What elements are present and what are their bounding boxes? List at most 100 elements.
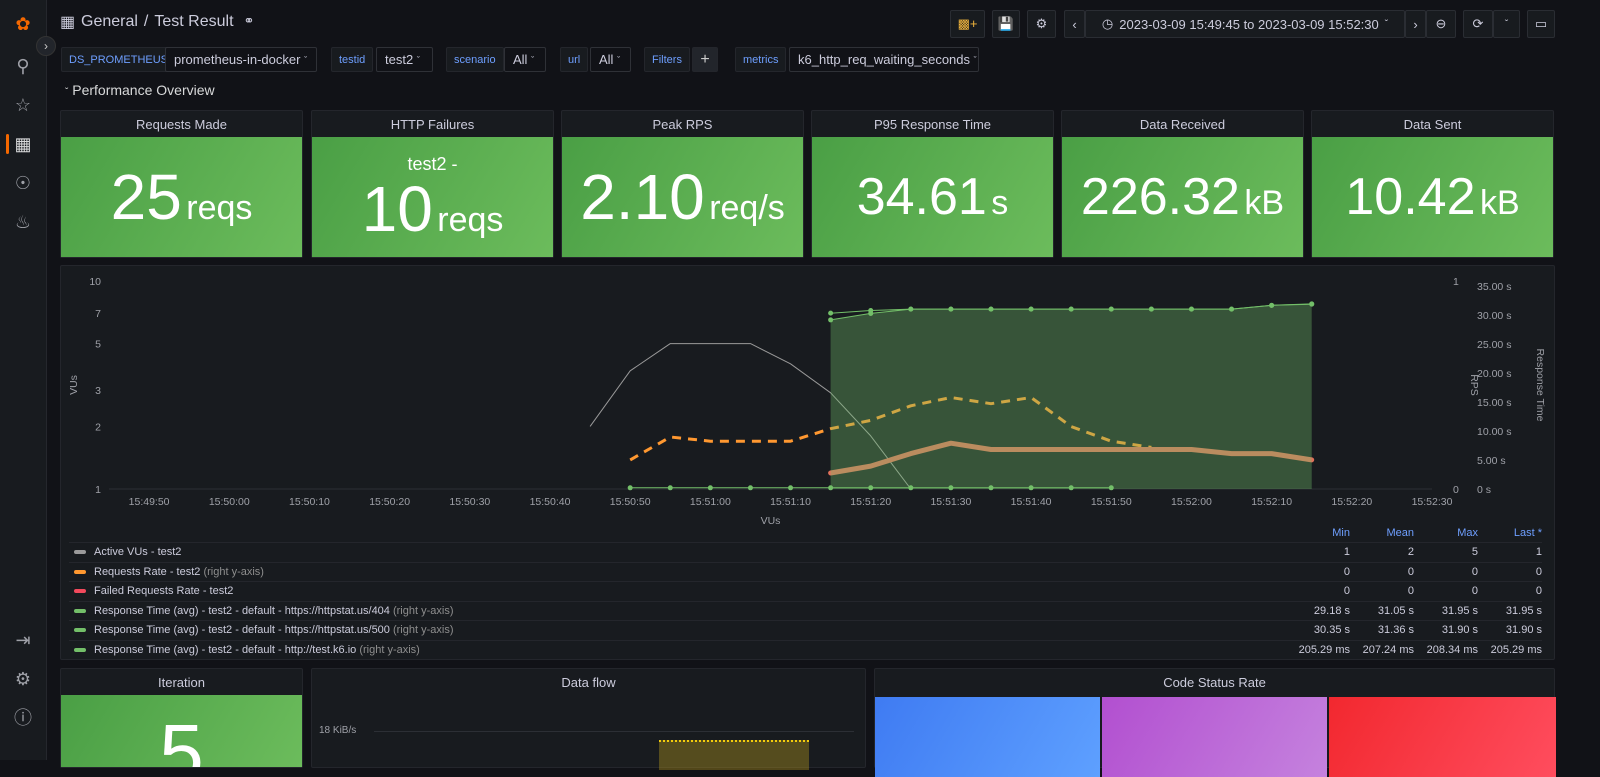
x-tick-label: 15:51:40 [1011,496,1052,508]
y-rt-tick-label: 0 s [1477,484,1491,496]
var-value: All [513,52,528,67]
y-left-tick-label: 7 [95,308,101,320]
legend-axis-hint: (right y-axis) [203,565,264,578]
legend-row[interactable]: Response Time (avg) - test2 - default - … [69,639,1542,659]
var-select-testid[interactable]: test2 ˇ [376,47,433,72]
data-point [1309,301,1315,307]
clock-icon: ◷ [1101,16,1114,31]
panel-title: Data flow [561,675,616,690]
x-tick-label: 15:52:10 [1251,496,1292,508]
y-rt-tick-label: 20.00 s [1477,368,1511,380]
zoom-out-icon[interactable]: ⊖ [1426,10,1456,38]
legend-sort-2[interactable]: Max [1457,526,1478,539]
breadcrumb-separator: / [143,13,149,30]
var-label-scenario: scenario [446,47,504,72]
legend-row[interactable]: Response Time (avg) - test2 - default - … [69,620,1542,639]
iteration-panel: Iteration 5 [60,668,303,768]
y-rt-tick-label: 5.00 s [1477,455,1506,467]
add-filter-button[interactable]: + [692,47,718,72]
alerting-bell-icon[interactable]: ♨ [14,212,32,232]
var-value: All [599,52,614,67]
legend-swatch [74,550,86,554]
var-select-metrics[interactable]: k6_http_req_waiting_seconds ˇ [789,47,979,72]
stat-unit: kB [1479,184,1520,222]
data-point [627,485,633,491]
legend-swatch [74,608,86,613]
panel-title: Data Sent [1403,117,1462,132]
save-icon[interactable]: 💾 [992,10,1020,38]
legend-value: 31.36 s [1377,624,1414,636]
time-forward-button[interactable]: › [1405,10,1426,38]
y-rt-tick-label: 30.00 s [1477,310,1511,322]
y-left-tick-label: 10 [89,276,101,288]
active-indicator [6,134,9,154]
grafana-logo-icon[interactable]: ✿ [15,14,31,34]
data-point [828,317,834,323]
var-label-metrics: metrics [735,47,787,72]
data-point [747,485,753,491]
y-left-tick-label: 5 [95,339,101,351]
stat-value: 25 [110,161,182,233]
series-fill-area [830,303,1312,489]
stat-panel: Requests Made 25 reqs [60,110,303,258]
var-select-scenario[interactable]: All ˇ [504,47,546,72]
expand-sidebar-button[interactable]: › [36,36,56,56]
stat-panel: Data Sent 10.42 kB [1311,110,1554,258]
y-rps-tick-label: 1 [1453,276,1459,288]
time-back-button[interactable]: ‹ [1064,10,1085,38]
sign-in-icon[interactable]: ⇥ [15,630,31,650]
row-title: Performance Overview [72,82,215,98]
legend-sort-3[interactable]: Last * [1513,526,1542,539]
tv-mode-icon[interactable]: ▭ [1527,10,1555,38]
dashboards-icon[interactable]: ▦ [14,134,32,154]
legend-series-name: Response Time (avg) - test2 - default - … [94,604,390,617]
data-point [1028,306,1034,312]
y-rt-tick-label: 35.00 s [1477,281,1511,293]
data-point [1108,485,1114,491]
iteration-value: 5 [159,708,204,768]
breadcrumb-folder[interactable]: General [81,13,138,30]
legend-value: 2 [1407,546,1414,558]
share-icon[interactable]: ⚭ [243,13,255,28]
legend-value: 0 [1535,585,1542,597]
explore-compass-icon[interactable]: ☉ [14,173,32,193]
chevron-down-icon: ˇ [973,54,977,65]
x-tick-label: 15:51:30 [930,496,971,508]
refresh-interval-dropdown[interactable]: ˇ [1493,10,1520,38]
page-title[interactable]: Test Result [154,13,234,30]
stat-unit: s [991,184,1009,222]
search-icon[interactable]: ⚲ [16,56,30,76]
add-panel-button[interactable]: ▩+ [950,10,985,38]
timeseries-chart[interactable]: 15:49:50 15:50:00 15:50:10 15:50:20 15:50:30… [61,266,1556,531]
legend-sort-1[interactable]: Mean [1386,526,1414,539]
time-picker[interactable]: ◷ 2023-03-09 15:49:45 to 2023-03-09 15:5… [1085,10,1405,38]
legend-row[interactable]: Response Time (avg) - test2 - default - … [69,600,1542,620]
stat-unit: req/s [709,189,785,227]
stat-panel: P95 Response Time 34.61 s [811,110,1054,258]
chevron-down-icon: ˇ [531,54,535,65]
chevron-down-icon: ˇ [617,54,621,65]
var-select-url[interactable]: All ˇ [590,47,631,72]
legend-series-name: Response Time (avg) - test2 - default - … [94,624,390,636]
x-tick-label: 15:50:50 [610,496,651,508]
status-tile-blue [875,697,1100,777]
var-select-ds[interactable]: prometheus-in-docker ˇ [165,47,317,72]
var-value: prometheus-in-docker [174,52,301,67]
legend-row[interactable]: Failed Requests Rate - test2 0 0 0 0 [69,581,1542,600]
row-performance-overview[interactable]: ˇ Performance Overview [65,82,215,98]
legend-swatch [74,647,86,652]
legend-value: 0 [1343,565,1350,578]
legend-swatch [74,628,86,632]
settings-gear-icon[interactable]: ⚙ [1027,10,1056,38]
panel-title: Data Received [1139,117,1226,132]
y-left-axis-label: VUs [68,375,80,395]
star-icon[interactable]: ☆ [14,95,32,115]
legend-row[interactable]: Active VUs - test2 1 2 5 1 [69,542,1542,561]
gear-icon[interactable]: ⚙ [14,669,32,689]
var-label-testid: testid [331,47,374,72]
legend-row[interactable]: Requests Rate - test2 (right y-axis) 0 0 0 0 [69,561,1542,581]
refresh-icon[interactable]: ⟳ [1463,10,1493,38]
legend-sort-0[interactable]: Min [1332,526,1350,539]
help-icon[interactable]: ⓘ [14,708,32,728]
y-left-tick-label: 1 [95,484,101,496]
